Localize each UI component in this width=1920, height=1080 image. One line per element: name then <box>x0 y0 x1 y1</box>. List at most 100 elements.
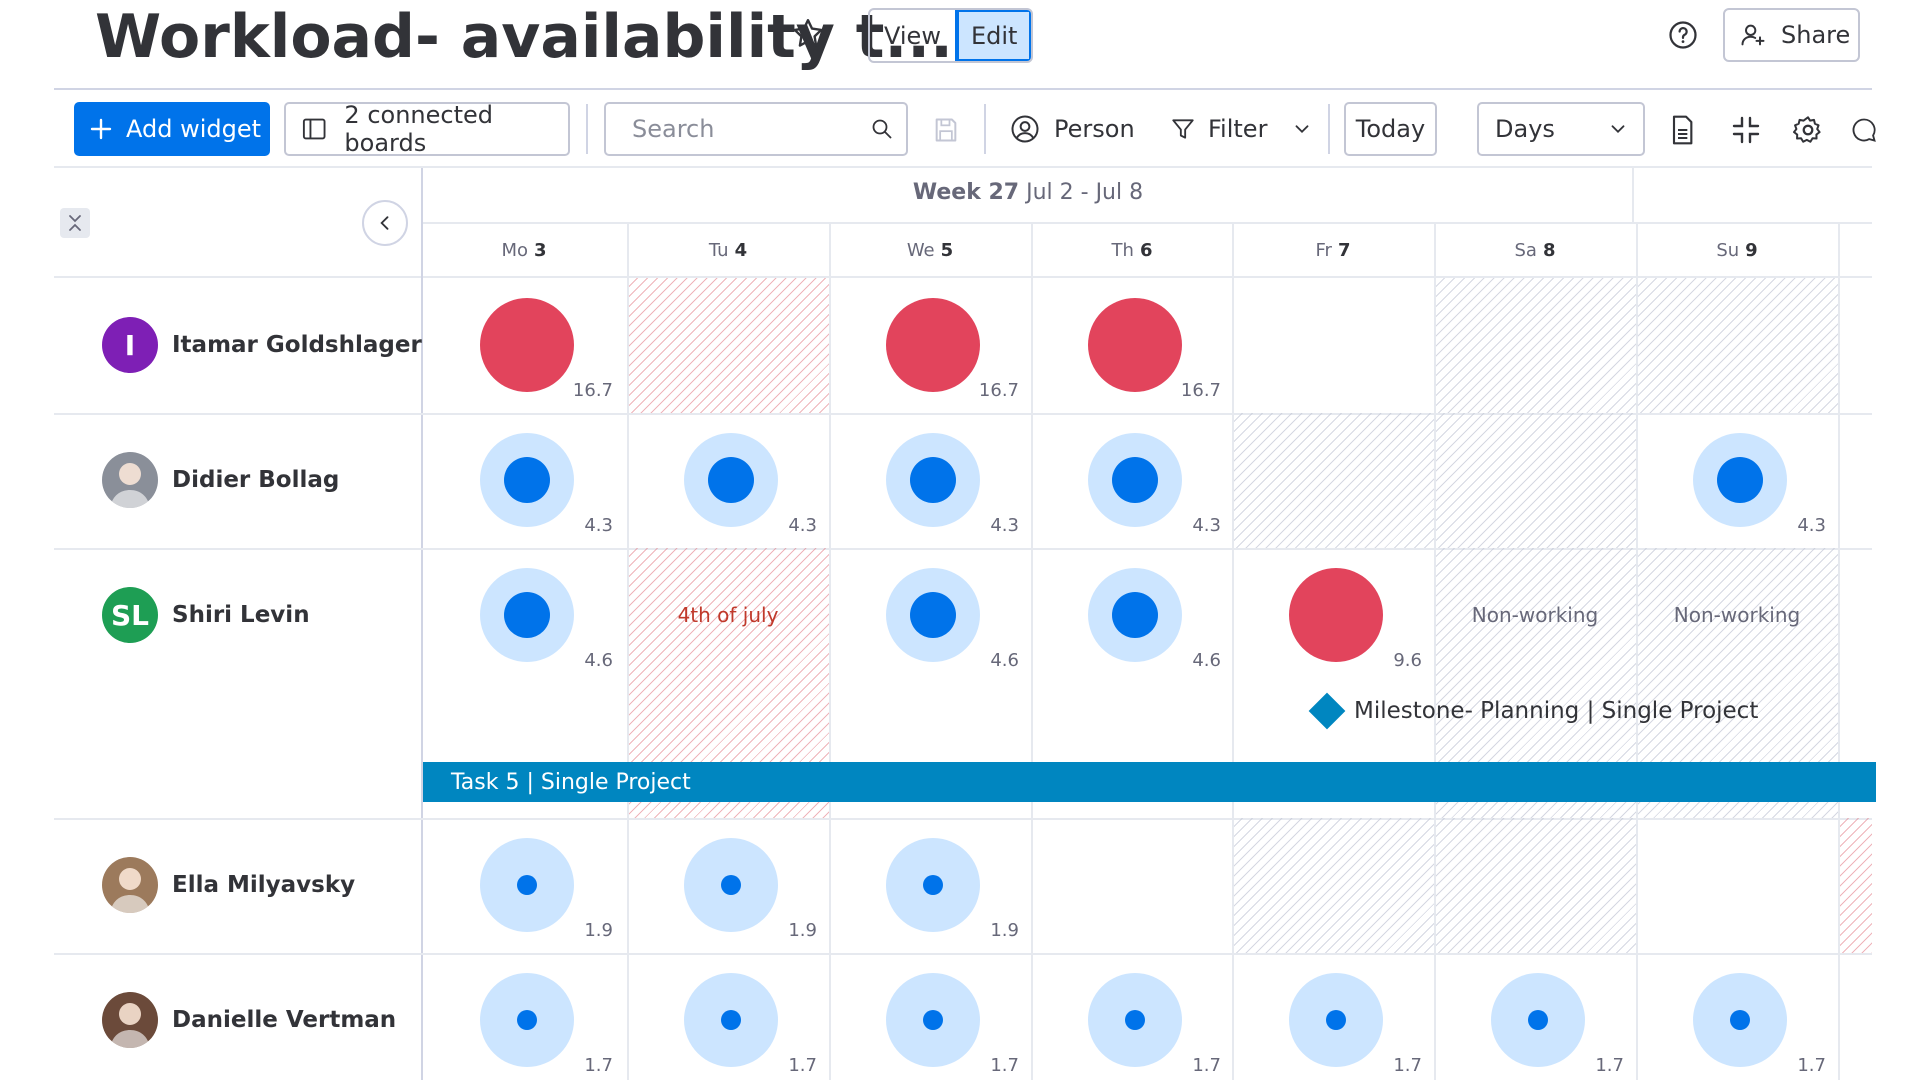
availability-bubble[interactable] <box>480 568 574 662</box>
availability-bubble[interactable] <box>1289 973 1383 1067</box>
day-number: 6 <box>1139 239 1153 261</box>
person-row[interactable]: Ella Milyavsky <box>102 857 355 913</box>
day-number: 3 <box>534 239 547 261</box>
availability-bubble[interactable] <box>1491 973 1585 1067</box>
connected-boards-button[interactable]: 2 connected boards <box>284 101 570 157</box>
person-name: Itamar Goldshlager <box>172 332 422 358</box>
days-dropdown[interactable]: Days <box>1477 102 1645 156</box>
avatar <box>102 992 158 1048</box>
person-filter-button[interactable]: Person <box>1010 102 1135 156</box>
overload-bubble[interactable] <box>1088 298 1182 392</box>
milestone[interactable]: Milestone- Planning | Single Project <box>1308 692 1758 730</box>
availability-bubble[interactable] <box>886 433 980 527</box>
hours-value: 4.3 <box>990 515 1019 536</box>
column-divider <box>1838 224 1840 1080</box>
view-edit-toggle: View Edit <box>868 8 1034 63</box>
row-divider <box>54 818 1872 820</box>
person-row[interactable]: I Itamar Goldshlager <box>102 317 422 373</box>
today-button[interactable]: Today <box>1344 102 1437 156</box>
column-divider <box>829 224 831 1080</box>
non-working-cell <box>1232 818 1434 953</box>
day-abbr: Th <box>1111 239 1134 261</box>
day-number: 7 <box>1337 239 1351 261</box>
day-number: 8 <box>1542 239 1556 261</box>
chat-icon[interactable] <box>1850 114 1878 146</box>
availability-bubble[interactable] <box>684 973 778 1067</box>
collapse-rows-icon[interactable] <box>60 208 90 238</box>
filter-button[interactable]: Filter <box>1170 102 1313 156</box>
export-icon[interactable] <box>1666 114 1698 146</box>
overload-bubble[interactable] <box>886 298 980 392</box>
star-icon[interactable] <box>790 16 826 52</box>
hours-value: 4.3 <box>584 515 613 536</box>
collapse-panel-button[interactable] <box>362 200 408 246</box>
task-bar[interactable]: Task 5 | Single Project <box>423 762 1876 802</box>
day-abbr: Su <box>1716 239 1740 261</box>
availability-bubble[interactable] <box>886 973 980 1067</box>
task-label: Task 5 | Single Project <box>451 769 691 795</box>
save-icon[interactable] <box>932 116 960 144</box>
column-divider <box>1636 224 1638 1080</box>
day-abbr: Tu <box>708 239 729 261</box>
non-working-cell <box>1434 278 1636 413</box>
collapse-arrows-icon[interactable] <box>1730 114 1762 146</box>
toolbar-divider <box>54 166 1872 168</box>
day-number: 9 <box>1745 239 1758 261</box>
availability-bubble[interactable] <box>684 433 778 527</box>
non-working-cell <box>1232 413 1434 548</box>
non-working-cell <box>627 278 829 413</box>
availability-bubble[interactable] <box>684 838 778 932</box>
week-range: Jul 2 - Jul 8 <box>1026 180 1144 205</box>
hours-value: 1.7 <box>1595 1055 1624 1076</box>
person-icon <box>1011 115 1039 143</box>
day-header: Th 6 <box>1031 224 1233 276</box>
day-header: We 5 <box>829 224 1031 276</box>
chevron-down-icon[interactable] <box>1291 118 1313 140</box>
load-dot <box>910 457 956 503</box>
availability-bubble[interactable] <box>1088 568 1182 662</box>
person-row[interactable]: SL Shiri Levin <box>102 587 310 643</box>
person-row[interactable]: Danielle Vertman <box>102 992 396 1048</box>
load-dot <box>1528 1010 1548 1030</box>
day-number: 5 <box>940 239 954 261</box>
filter-icon <box>1172 119 1194 139</box>
column-divider <box>1434 224 1436 1080</box>
edit-button[interactable]: Edit <box>954 10 1032 61</box>
availability-bubble[interactable] <box>480 973 574 1067</box>
load-dot <box>708 457 754 503</box>
view-button[interactable]: View <box>884 21 941 50</box>
hours-value: 1.7 <box>990 1055 1019 1076</box>
overload-bubble[interactable] <box>480 298 574 392</box>
availability-bubble[interactable] <box>1088 433 1182 527</box>
avatar: I <box>102 317 158 373</box>
holiday-label: 4th of july <box>677 603 779 627</box>
availability-bubble[interactable] <box>886 838 980 932</box>
day-abbr: Fr <box>1315 239 1332 261</box>
hours-value: 4.6 <box>1192 650 1221 671</box>
search-input[interactable]: Search <box>604 102 908 156</box>
load-dot <box>517 875 537 895</box>
hours-value: 1.7 <box>1192 1055 1221 1076</box>
page-title[interactable]: Workload- availability t... <box>95 2 953 72</box>
person-row[interactable]: Didier Bollag <box>102 452 339 508</box>
availability-bubble[interactable] <box>480 838 574 932</box>
availability-bubble[interactable] <box>1693 433 1787 527</box>
add-widget-button[interactable]: Add widget <box>74 102 270 156</box>
hours-value: 1.7 <box>788 1055 817 1076</box>
gear-icon[interactable] <box>1792 114 1824 146</box>
share-button[interactable]: Share <box>1723 8 1860 62</box>
non-working-cell <box>1434 818 1636 953</box>
overload-bubble[interactable] <box>1289 568 1383 662</box>
availability-bubble[interactable] <box>1088 973 1182 1067</box>
add-widget-label: Add widget <box>126 115 262 143</box>
availability-bubble[interactable] <box>1693 973 1787 1067</box>
availability-bubble[interactable] <box>480 433 574 527</box>
row-divider <box>54 548 1872 550</box>
availability-bubble[interactable] <box>886 568 980 662</box>
load-dot <box>910 592 956 638</box>
non-working-cell <box>1838 818 1872 953</box>
help-icon[interactable] <box>1668 20 1698 50</box>
column-divider <box>627 224 629 1080</box>
hours-value: 1.9 <box>788 920 817 941</box>
day-header-divider <box>54 276 1872 278</box>
